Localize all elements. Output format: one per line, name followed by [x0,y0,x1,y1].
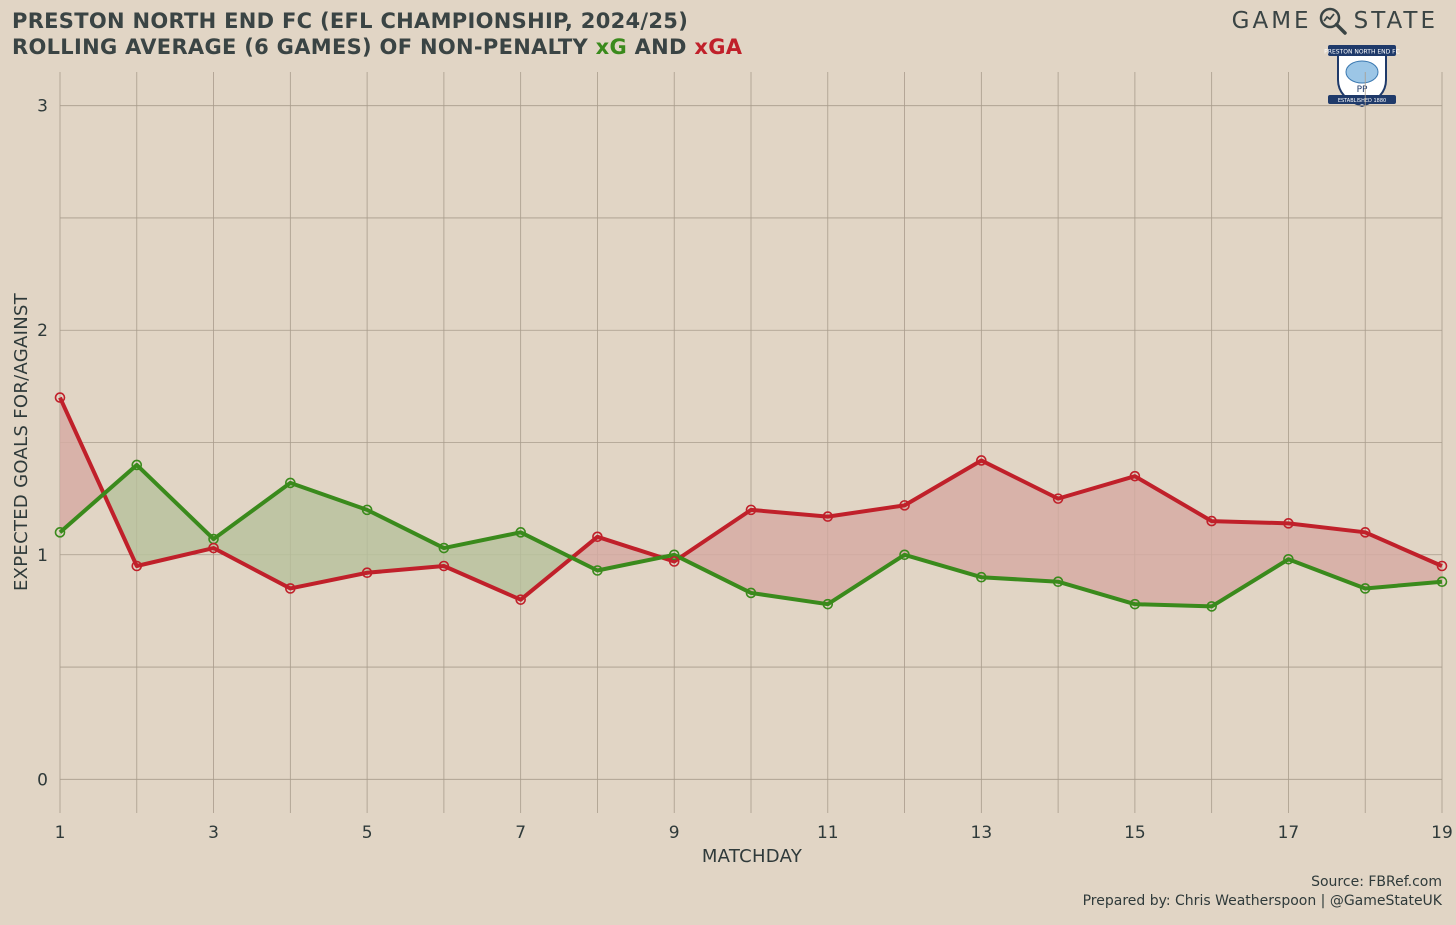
area-fill-segment [1288,523,1366,589]
magnifier-icon [1318,6,1348,36]
data-point-xga [285,583,296,594]
prepared-by-text: Prepared by: Chris Weatherspoon | @GameS… [1082,893,1442,909]
area-fill-segment [520,532,572,600]
data-point-xg [899,549,910,561]
data-point-xg [1436,576,1448,588]
y-tick-labels: 0 1 2 3 [37,97,48,791]
area-fill-segment [136,464,214,566]
crest-bottom-text: ESTABLISHED 1880 [1338,98,1386,104]
crest-initials: PP [1357,85,1368,95]
subtitle-and: AND [626,35,695,59]
data-point-xg [54,527,66,538]
x-tick-label: 15 [1124,823,1146,843]
data-point-xga [976,455,987,466]
crest-top-text: PRESTON NORTH END FC [1324,49,1400,56]
x-tick-label: 19 [1431,823,1453,843]
area-fill-segment [1058,476,1135,605]
area-fill-segment [571,536,598,571]
data-point-xga [745,504,757,516]
chart-subtitle: ROLLING AVERAGE (6 GAMES) OF NON-PENALTY… [12,34,742,60]
x-tick-label: 13 [971,823,993,843]
y-tick-label: 1 [37,546,48,566]
brand-logo: GAME STATE [1232,6,1438,36]
data-point-xga [822,511,834,522]
brand-word-right: STATE [1353,8,1438,34]
y-tick-label: 0 [37,770,48,790]
area-fill-segment [60,397,104,533]
x-tick-label: 7 [515,823,526,843]
area-fill-segment [751,509,828,605]
x-tick-label: 9 [669,823,680,843]
data-point-xga [54,392,66,403]
footer: Source: FBRef.com Prepared by: Chris Wea… [1083,873,1442,911]
title-block: PRESTON NORTH END FC (EFL CHAMPIONSHIP, … [12,8,742,60]
data-point-xga [1359,527,1371,538]
data-point-xga [131,560,143,572]
grid-lines [59,72,1443,813]
data-point-xga [208,542,219,554]
data-point-xg [976,571,987,583]
subtitle-prefix: ROLLING AVERAGE (6 GAMES) OF NON-PENALTY [12,35,596,59]
data-point-xga [899,500,910,511]
data-point-xg [515,527,526,538]
club-crest: PRESTON NORTH END FC PP ESTABLISHED 1880 [1324,40,1400,114]
data-point-xg [1359,583,1371,594]
subtitle-xg: xG [595,35,627,59]
data-point-xga [1206,515,1217,527]
data-point-xga [1436,560,1448,572]
area-fills [60,397,1442,607]
data-point-xg [822,598,834,610]
data-point-xg [1129,598,1141,610]
data-point-xg [285,477,296,489]
x-tick-label: 1 [55,823,66,843]
y-axis-label: EXPECTED GOALS FOR/AGAINST [11,292,32,591]
chart-title: PRESTON NORTH END FC (EFL CHAMPIONSHIP, … [12,9,689,33]
x-tick-label: 17 [1278,823,1300,843]
area-fill-segment [213,482,291,589]
data-point-xg [438,542,450,554]
data-point-xg [745,587,757,599]
area-fill-segment [827,505,905,605]
y-tick-label: 2 [37,321,48,341]
series-line-xg [58,462,1443,609]
area-fill-segment [443,532,521,600]
area-fill-segment [904,460,982,578]
x-tick-labels: 1 3 5 7 9 11 13 15 17 19 [55,823,1453,843]
area-fill-segment [597,536,662,571]
data-point-xga [1129,470,1141,482]
data-point-xg [592,565,603,576]
area-fill-segment [367,509,444,573]
data-point-xga [1052,493,1064,504]
brand-word-left: GAME [1231,8,1312,34]
data-point-xg [668,549,680,561]
x-tick-label: 11 [817,823,839,843]
data-point-xg [131,459,143,471]
x-axis-label: MATCHDAY [702,846,803,867]
area-fill-segment [290,482,368,589]
area-fill-segment [679,509,751,593]
area-fill-segment [1134,476,1212,607]
data-point-xga [361,567,373,579]
x-tick-label: 5 [362,823,373,843]
area-fill-segment [103,464,137,566]
subtitle-xga: xGA [694,35,743,59]
data-point-xga [1283,518,1294,529]
data-point-xg [361,504,373,516]
series-line-xga [58,396,1443,602]
data-point-xga [515,594,526,605]
series-points [54,392,1448,612]
data-point-xg [1283,553,1294,565]
y-tick-label: 3 [37,97,48,117]
x-tick-label: 3 [208,823,219,843]
area-fill-segment [1211,521,1289,607]
series-lines [58,396,1443,609]
area-fill-segment [1365,532,1442,589]
data-point-xga [592,531,603,543]
data-point-xga [668,556,680,567]
source-text: Source: FBRef.com [1311,874,1442,890]
data-point-xga [438,560,450,572]
data-point-xg [1206,601,1217,612]
data-point-xg [1052,576,1064,588]
